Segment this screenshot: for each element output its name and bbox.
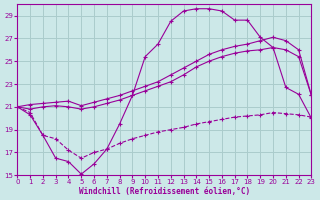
X-axis label: Windchill (Refroidissement éolien,°C): Windchill (Refroidissement éolien,°C) [79, 187, 250, 196]
